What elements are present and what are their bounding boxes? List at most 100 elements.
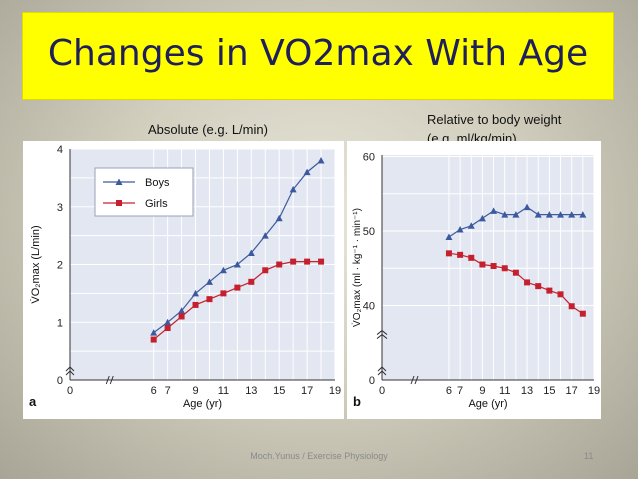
data-point-girls — [568, 303, 575, 310]
data-point-boys — [275, 214, 283, 222]
x-axis-label: Age (yr) — [183, 398, 222, 410]
legend-label-girls: Girls — [145, 198, 168, 210]
x-tick-label: 9 — [192, 385, 198, 397]
data-point-girls — [457, 251, 464, 258]
data-point-boys — [317, 157, 325, 164]
data-point-girls — [579, 310, 586, 317]
data-point-girls — [524, 279, 531, 286]
data-point-girls — [445, 250, 452, 257]
data-point-girls — [234, 284, 241, 291]
data-point-girls — [192, 301, 199, 308]
y-tick-label: 0 — [369, 375, 375, 387]
data-point-boys — [579, 211, 587, 218]
data-point-boys — [261, 232, 269, 239]
data-point-boys — [219, 266, 227, 274]
x-tick-label: 15 — [543, 385, 555, 397]
x-tick-label: 13 — [521, 385, 533, 397]
x-tick-label: 19 — [588, 385, 600, 397]
x-tick-label: 11 — [499, 385, 510, 397]
x-tick-label: 7 — [457, 385, 463, 397]
legend-marker-girls — [116, 200, 122, 206]
y-tick-label: 4 — [57, 144, 63, 156]
data-point-boys — [512, 211, 520, 218]
data-point-boys — [303, 168, 311, 176]
x-tick-label: 9 — [479, 385, 485, 397]
title-banner: Changes in VO2max With Age — [22, 12, 614, 100]
x-tick-label: 13 — [245, 385, 257, 397]
data-point-girls — [512, 269, 519, 276]
panel-letter: b — [353, 394, 361, 409]
legend-marker-boys — [115, 178, 123, 185]
data-point-girls — [304, 258, 311, 265]
x-tick-label: 6 — [446, 385, 452, 397]
data-point-girls — [318, 258, 325, 265]
x-axis-label: Age (yr) — [468, 398, 507, 410]
data-point-girls — [546, 287, 553, 294]
data-point-boys — [164, 318, 172, 326]
caption-absolute: Absolute (e.g. L/min) — [148, 122, 268, 137]
data-point-girls — [290, 258, 297, 265]
data-point-girls — [164, 325, 171, 332]
data-point-boys — [456, 226, 464, 233]
slide-title: Changes in VO2max With Age — [47, 33, 589, 74]
x-tick-label: 19 — [329, 385, 341, 397]
data-point-boys — [445, 233, 453, 240]
chart-panel-relative: 0 6 7 9 11 13 15 17 19 0 40 50 60 Age (yr) V̇O₂max (ml… — [347, 141, 601, 419]
caption-relative-line1: Relative to body weight — [427, 112, 562, 127]
legend-label-boys: Boys — [145, 177, 170, 189]
x-tick-label: 6 — [151, 385, 157, 397]
data-point-boys — [523, 203, 531, 211]
data-point-boys — [467, 222, 475, 229]
data-point-girls — [479, 261, 486, 268]
y-tick-label: 3 — [57, 202, 63, 214]
data-point-boys — [568, 211, 576, 218]
data-point-boys — [545, 211, 553, 218]
data-point-girls — [150, 336, 157, 343]
data-point-boys — [289, 185, 297, 193]
data-point-boys — [150, 329, 158, 336]
data-point-boys — [557, 211, 565, 218]
y-tick-label: 2 — [57, 260, 63, 272]
data-point-girls — [262, 267, 269, 274]
data-point-boys — [478, 214, 486, 222]
data-point-boys — [534, 211, 542, 218]
data-point-girls — [220, 290, 227, 297]
chart-panel-absolute: 0 6 7 9 11 13 15 17 19 0 1 2 3 4 Age (yr) V̇O₂max (L/mi… — [23, 141, 344, 419]
data-point-girls — [490, 263, 497, 270]
y-tick-label: 0 — [57, 375, 63, 387]
data-point-boys — [233, 261, 241, 268]
data-point-girls — [178, 313, 185, 320]
y-tick-label: 40 — [363, 301, 375, 313]
y-axis-label: V̇O₂max (L/min) — [29, 225, 42, 303]
data-point-boys — [205, 278, 213, 285]
data-point-girls — [276, 261, 283, 268]
x-axis-break-mark — [105, 375, 114, 385]
data-point-girls — [557, 291, 564, 298]
y-tick-label: 60 — [363, 152, 375, 164]
x-tick-label: 17 — [301, 385, 313, 397]
legend-box — [94, 167, 194, 217]
y-tick-label: 50 — [363, 226, 375, 238]
y-axis-break-mark — [65, 366, 75, 376]
x-tick-label: 0 — [67, 385, 73, 397]
data-point-girls — [248, 278, 255, 285]
data-point-boys — [247, 249, 255, 256]
x-tick-label: 17 — [566, 385, 578, 397]
plot-area — [382, 155, 594, 380]
y-tick-label: 1 — [57, 317, 63, 329]
data-point-girls — [468, 254, 475, 261]
panel-letter: a — [29, 394, 37, 409]
slide-footer: Moch.Yunus / Exercise Physiology — [250, 451, 388, 461]
x-tick-label: 15 — [273, 385, 285, 397]
y-axis-label: V̇O₂max (ml · kg⁻¹ · min⁻¹) — [350, 208, 363, 327]
data-point-boys — [501, 211, 509, 218]
y-axis-break-mark — [377, 366, 387, 376]
x-tick-label: 7 — [165, 385, 171, 397]
data-point-girls — [535, 283, 542, 290]
data-point-boys — [490, 207, 498, 214]
chart-absolute-vo2max: 0 6 7 9 11 13 15 17 19 0 1 2 3 4 Age (yr) V̇O₂max (L/mi… — [29, 144, 341, 410]
page-number: 11 — [584, 451, 594, 461]
x-axis-break-mark — [410, 375, 419, 385]
x-tick-label: 11 — [218, 385, 229, 397]
data-point-boys — [192, 289, 200, 297]
